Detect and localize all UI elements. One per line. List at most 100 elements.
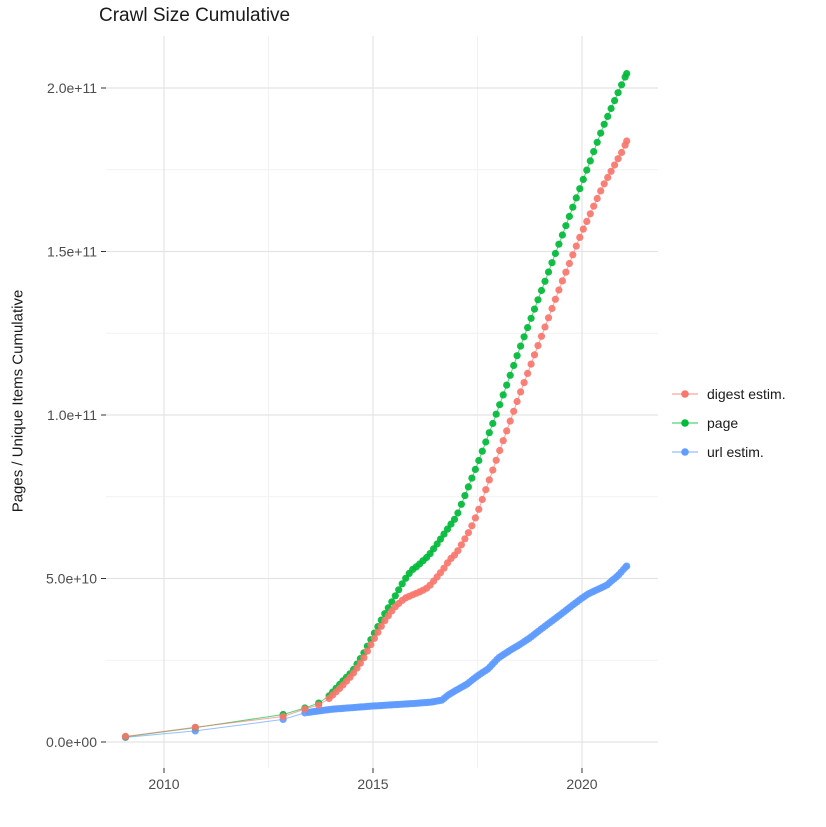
legend-key-dot <box>681 447 689 456</box>
legend-key-icon <box>672 389 698 398</box>
y-tick-label: 1.0e+11 <box>47 407 97 423</box>
data-point <box>607 167 615 175</box>
data-point <box>440 530 448 538</box>
data-point <box>492 456 500 464</box>
data-point <box>360 654 368 662</box>
data-point <box>517 342 525 350</box>
data-point <box>374 628 382 636</box>
legend-item-page: page <box>670 408 786 437</box>
data-point <box>600 180 608 188</box>
data-point <box>604 112 612 120</box>
data-point <box>583 217 591 225</box>
legend: digest estim. page url estim. <box>670 379 786 466</box>
data-point <box>534 296 542 304</box>
chart-title: Crawl Size Cumulative <box>99 5 291 26</box>
data-point <box>597 187 605 195</box>
data-point <box>611 97 619 105</box>
data-point <box>593 138 601 146</box>
legend-key-icon <box>672 418 698 427</box>
legend-label: url estim. <box>707 443 764 460</box>
data-point <box>489 466 497 474</box>
data-point <box>623 137 631 145</box>
y-tick-label: 5.0e+10 <box>46 570 97 586</box>
data-point <box>471 465 479 473</box>
data-point <box>510 361 518 370</box>
data-point <box>576 185 584 193</box>
data-point <box>530 305 539 313</box>
data-point <box>611 161 619 169</box>
data-point <box>597 129 605 137</box>
data-point <box>485 429 493 437</box>
legend-key-dot <box>681 418 689 427</box>
data-point <box>363 647 371 655</box>
data-point <box>513 397 521 406</box>
data-point <box>600 120 608 128</box>
data-point <box>478 447 486 455</box>
data-point <box>527 314 535 322</box>
data-point <box>440 564 448 572</box>
data-point <box>572 194 580 202</box>
data-point <box>614 155 622 163</box>
data-point <box>395 586 403 594</box>
legend-label: page <box>707 414 739 431</box>
data-point <box>530 351 539 359</box>
data-point <box>537 332 546 340</box>
legend-item-digest-estim: digest estim. <box>670 379 786 408</box>
x-tick-label: 2010 <box>148 776 179 792</box>
data-point <box>454 547 462 555</box>
data-point <box>356 659 364 667</box>
data-point <box>544 268 553 276</box>
legend-item-url-estim: url estim. <box>670 437 786 466</box>
data-point <box>478 495 486 504</box>
data-point <box>492 410 500 418</box>
data-point <box>485 476 493 484</box>
data-point <box>468 474 476 482</box>
data-point <box>551 249 560 258</box>
data-point <box>558 231 567 239</box>
data-point <box>468 522 476 530</box>
data-point <box>482 438 490 446</box>
data-point <box>555 286 563 294</box>
data-point <box>534 342 542 350</box>
data-point <box>517 388 525 396</box>
data-point <box>489 419 497 428</box>
data-point <box>398 580 406 588</box>
data-point <box>569 203 577 211</box>
data-point <box>579 175 587 183</box>
data-point <box>475 456 483 465</box>
x-tick-label: 2020 <box>566 776 597 792</box>
data-point <box>506 417 514 425</box>
data-point <box>562 222 570 230</box>
data-point <box>510 407 518 415</box>
data-point <box>457 541 465 549</box>
data-point <box>618 148 626 157</box>
data-point <box>464 529 472 537</box>
data-point <box>499 391 507 399</box>
data-point <box>443 525 452 533</box>
data-point <box>604 173 612 182</box>
data-point <box>520 379 528 387</box>
data-point <box>513 352 521 360</box>
data-point <box>565 259 574 268</box>
data-point <box>454 509 462 517</box>
data-point <box>607 104 615 113</box>
data-point <box>562 268 570 276</box>
data-point <box>623 70 631 78</box>
data-point <box>461 492 469 500</box>
data-point <box>593 194 601 203</box>
y-tick-label: 2.0e+11 <box>47 80 97 96</box>
series-line-url-estim <box>125 565 628 738</box>
data-point <box>565 212 574 220</box>
x-tick-label: 2015 <box>357 776 388 792</box>
data-point <box>496 446 504 455</box>
data-point <box>572 242 580 250</box>
data-point <box>506 371 514 379</box>
data-point <box>464 483 472 491</box>
data-point <box>520 333 528 341</box>
data-point <box>450 515 459 523</box>
data-point <box>121 732 130 741</box>
data-point <box>503 381 511 389</box>
y-tick-label: 1.5e+11 <box>47 243 97 259</box>
data-point <box>614 89 622 97</box>
